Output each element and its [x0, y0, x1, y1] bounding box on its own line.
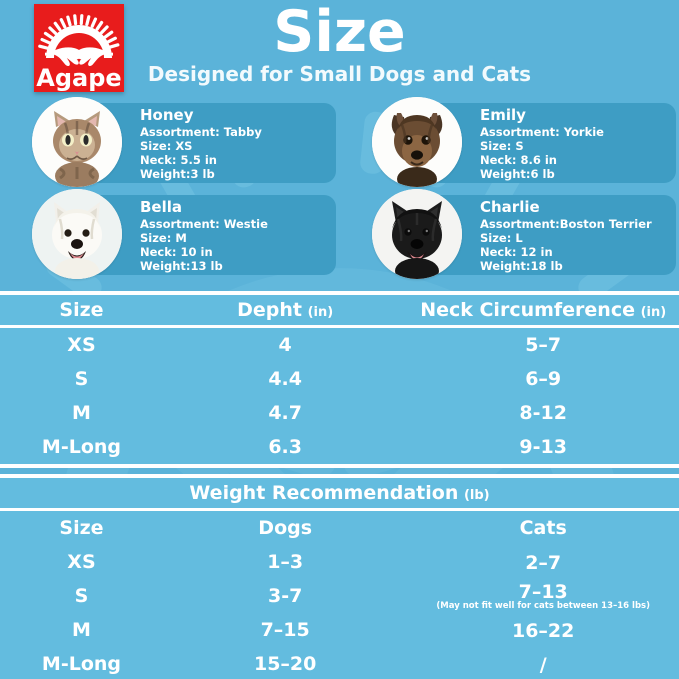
page-header: Agape Size Designed for Small Dogs and C…	[0, 0, 679, 95]
pet-weight: Weight:13 lb	[140, 259, 223, 273]
cell-size: XS	[67, 551, 96, 573]
header-depth-unit: (in)	[307, 305, 334, 320]
page-title: Size	[273, 0, 406, 65]
cell-neck: 9-13	[519, 436, 567, 458]
header-size: Size	[59, 517, 104, 539]
pet-size: Size: XS	[140, 139, 193, 153]
header-neck: Neck Circumference (in)	[407, 299, 679, 321]
table-row: M 4.7 8-12	[0, 396, 679, 430]
cell-dogs: 15–20	[253, 653, 317, 675]
cell-cats: 16–22	[407, 620, 679, 642]
cell-size: M-Long	[41, 653, 122, 675]
weight-table-header-row: Size Dogs Cats	[0, 511, 679, 545]
pet-card-grid: Honey Assortment: Tabby Size: XS Neck: 5…	[0, 95, 679, 291]
cell-cats-value: 2–7	[525, 552, 562, 574]
pet-size: Size: L	[480, 231, 523, 245]
cell-size: XS	[67, 334, 96, 356]
pet-name: Emily	[480, 106, 526, 124]
cell-neck: 8-12	[519, 402, 567, 424]
pet-assortment: Assortment: Tabby	[140, 125, 262, 139]
cell-cats-value: 7–13	[518, 581, 568, 603]
cell-depth: 4.7	[268, 402, 302, 424]
size-table-header-row: Size Depht (in) Neck Circumference (in)	[0, 295, 679, 328]
pet-weight: Weight:3 lb	[140, 167, 215, 181]
logo-wordmark: Agape	[36, 64, 121, 92]
cell-size: S	[74, 585, 89, 607]
cell-cats-note: (May not fit well for cats between 13–16…	[436, 601, 650, 611]
cell-depth: 4	[278, 334, 292, 356]
pet-name: Bella	[140, 198, 183, 216]
pet-neck: Neck: 8.6 in	[480, 153, 557, 167]
table-row: S 3-7 7–13 (May not fit well for cats be…	[0, 579, 679, 613]
cell-size: S	[74, 368, 89, 390]
pet-card-bella[interactable]: Bella Assortment: Westie Size: M Neck: 1…	[32, 189, 336, 279]
size-table: Size Depht (in) Neck Circumference (in) …	[0, 291, 679, 468]
table-row: M-Long 15–20 /	[0, 647, 679, 679]
pet-card-charlie[interactable]: Charlie Assortment:Boston Terrier Size: …	[372, 189, 676, 279]
pet-neck: Neck: 5.5 in	[140, 153, 217, 167]
cell-cats: 2–7	[407, 552, 679, 574]
header-neck-label: Neck Circumference	[420, 299, 635, 321]
pet-name: Honey	[140, 106, 194, 124]
cell-neck: 5–7	[525, 334, 562, 356]
table-row: S 4.4 6–9	[0, 362, 679, 396]
cell-cats: /	[407, 654, 679, 676]
header-neck-unit: (in)	[640, 305, 667, 320]
pet-weight: Weight:6 lb	[480, 167, 555, 181]
header-depth: Depht (in)	[163, 299, 407, 321]
pet-assortment: Assortment:Boston Terrier	[480, 217, 652, 231]
header-size: Size	[59, 299, 104, 321]
pet-card-emily[interactable]: Emily Assortment: Yorkie Size: S Neck: 8…	[372, 97, 676, 187]
avatar-bella	[32, 189, 122, 279]
avatar-charlie	[372, 189, 462, 279]
table-row: M-Long 6.3 9-13	[0, 430, 679, 464]
weight-title-unit: (lb)	[463, 488, 490, 503]
cell-neck: 6–9	[525, 368, 562, 390]
weight-table-title-row: Weight Recommendation (lb)	[0, 478, 679, 511]
header-cats: Cats	[519, 517, 567, 539]
agape-logo: Agape	[34, 4, 124, 92]
cell-dogs: 7–15	[260, 619, 310, 641]
cell-cats: 7–13 (May not fit well for cats between …	[407, 581, 679, 611]
cell-size: M-Long	[41, 436, 122, 458]
weight-title-label: Weight Recommendation	[189, 482, 459, 504]
pet-assortment: Assortment: Westie	[140, 217, 268, 231]
weight-table: Weight Recommendation (lb) Size Dogs Cat…	[0, 474, 679, 679]
header-dogs: Dogs	[258, 517, 313, 539]
weight-table-title: Weight Recommendation (lb)	[189, 482, 489, 504]
cell-cats-value: 16–22	[511, 620, 575, 642]
avatar-emily	[372, 97, 462, 187]
table-row: XS 4 5–7	[0, 328, 679, 362]
cell-dogs: 1–3	[267, 551, 304, 573]
avatar-honey	[32, 97, 122, 187]
pet-neck: Neck: 12 in	[480, 245, 553, 259]
page-subtitle: Designed for Small Dogs and Cats	[147, 62, 532, 86]
pet-neck: Neck: 10 in	[140, 245, 213, 259]
pet-size: Size: S	[480, 139, 524, 153]
cell-depth: 6.3	[268, 436, 302, 458]
pet-size: Size: M	[140, 231, 187, 245]
pet-card-honey[interactable]: Honey Assortment: Tabby Size: XS Neck: 5…	[32, 97, 336, 187]
cell-size: M	[72, 402, 91, 424]
table-row: M 7–15 16–22	[0, 613, 679, 647]
header-depth-label: Depht	[237, 299, 303, 321]
pet-name: Charlie	[480, 198, 540, 216]
table-row: XS 1–3 2–7	[0, 545, 679, 579]
cell-depth: 4.4	[268, 368, 302, 390]
cell-size: M	[72, 619, 91, 641]
pet-assortment: Assortment: Yorkie	[480, 125, 604, 139]
cell-dogs: 3-7	[268, 585, 303, 607]
cell-cats-value: /	[539, 654, 547, 676]
pet-weight: Weight:18 lb	[480, 259, 563, 273]
